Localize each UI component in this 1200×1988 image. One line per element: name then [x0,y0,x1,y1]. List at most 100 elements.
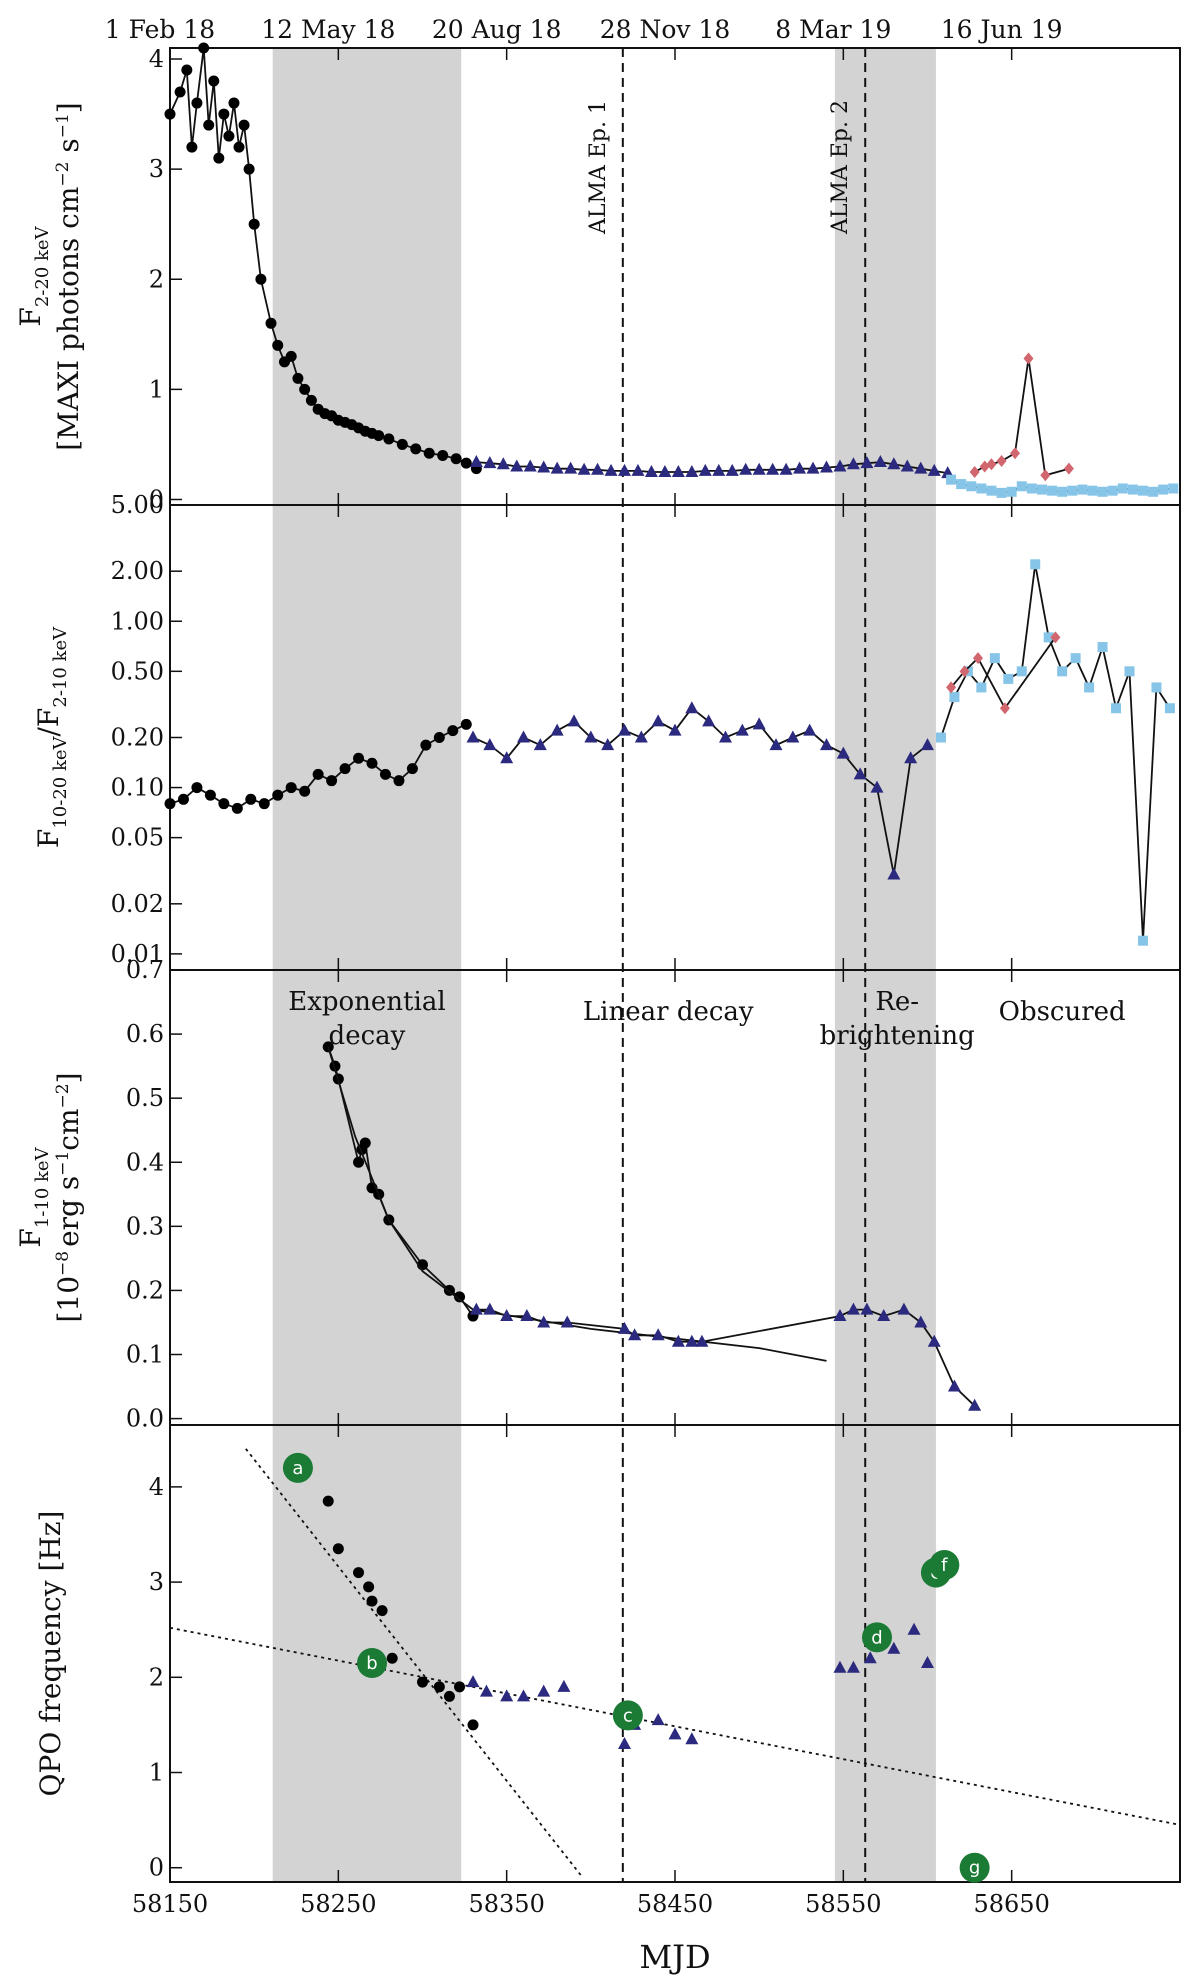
p1-ytick-4: 4 [149,45,164,73]
panel-2-triangles-point-19 [947,1379,961,1392]
panel-2-triangles-point-9 [671,1334,685,1347]
p2-ytick-7: 2.00 [111,557,164,585]
panel-0-triangles-point-28 [846,457,860,470]
x-tick-3: 58450 [637,1890,713,1918]
p2-ytick-2: 0.05 [111,824,164,852]
panel-0-squares-point-6 [1006,486,1017,497]
panel-2-triangles-point-20 [968,1398,982,1411]
p1-sup-a: −2 [53,162,73,187]
panel-0-diamonds-point-4 [1010,447,1021,460]
top-date-0: 1 Feb 18 [105,15,215,44]
panel-1-squares-point-13 [1111,703,1122,714]
panel-0-triangles-point-16 [685,464,699,477]
panel-1-black-point-6 [245,793,257,805]
panel-2-black-point-11 [454,1291,466,1303]
panel-0-diamonds-point-6 [1040,469,1051,482]
panel-0-black-point-40 [460,457,472,469]
panel-0-squares-point-8 [1026,483,1037,494]
panel-1-triangles-point-26 [904,751,918,764]
panel-1-black-point-21 [447,725,459,737]
panel-0-squares-point-5 [996,487,1007,498]
p4-ytick-4: 4 [149,1473,164,1501]
panel-2-black-point-1 [329,1060,341,1072]
panel-0-squares-point-2 [966,481,977,492]
panel-1-black-point-0 [164,798,176,810]
panel-1-triangles-point-0 [466,730,480,743]
panel-3-black-point-4 [366,1595,378,1607]
panel-3-triangles-point-11 [833,1660,847,1673]
panel-3-black-point-0 [322,1495,334,1507]
panel-0-black-point-33 [373,430,385,442]
panel-0-squares-point-12 [1067,485,1078,496]
panel-1-triangles-point-21 [820,738,833,751]
panel-2-triangles-point-3 [520,1309,534,1322]
p1-sup-b: −1 [53,113,73,138]
p2-ylabel: F10-20 keV/F2-10 keV [32,626,71,848]
panel-2-triangles-point-15 [877,1309,891,1322]
qpo-marker-label-b: b [366,1653,377,1674]
panel-2-triangles-point-11 [695,1334,709,1347]
p2-ytick-3: 0.10 [111,774,164,802]
panel-1-triangles-point-1 [483,738,497,751]
panel-0-black-point-12 [233,141,245,153]
phase-obscured: Obscured [999,997,1126,1027]
panel-0-triangles-point-8 [577,462,591,475]
panel-2-triangles-point-4 [537,1315,551,1328]
p2-ytick-1: 0.02 [111,890,164,918]
panel-0-black-point-20 [285,350,297,362]
panel-1-black-point-10 [299,785,311,797]
top-date-5: 16 Jun 19 [941,15,1063,44]
panel-0-black-point-16 [255,273,267,285]
panel-0-squares-point-18 [1127,484,1138,495]
panel-0-diamonds-point-3 [996,454,1007,467]
p3-ylabel-main: F [14,1228,47,1247]
panel-0-triangles-point-27 [833,459,847,472]
panel-3-triangles-point-9 [668,1727,682,1740]
phase-brightening: brightening [820,1021,975,1051]
panel-0-black-point-23 [305,394,317,406]
panel-1-triangles-point-5 [550,723,564,736]
p2-ylabel-sub2: 2-10 keV [50,626,71,708]
p2-ytick-4: 0.20 [111,724,164,752]
panel-1-black-point-14 [353,752,365,764]
panel-0-black-point-8 [213,152,225,164]
panel-2-triangles-point-2 [500,1309,514,1322]
p2-ylabel-mid: /F [32,708,65,737]
panel-0-black-point-17 [265,317,277,329]
panel-1-line-squares [940,564,1171,941]
p1-close: ] [52,102,85,113]
p1-ylabel-main: F [14,307,47,326]
panel-2-triangles-point-14 [860,1302,874,1315]
p1-ylabel: F2-20 keV [14,225,53,326]
p3-ylabel-2b: erg s [52,1176,85,1247]
panel-0-squares-point-17 [1117,483,1128,494]
panel-2-black-point-5 [359,1137,371,1149]
shaded-region-1 [834,48,936,1882]
panel-1-diamonds-point-3 [999,702,1010,715]
x-tick-0: 58150 [132,1890,208,1918]
panel-1-triangles-point-27 [921,738,934,751]
panel-2-triangles-point-6 [618,1321,631,1334]
panel-2-triangles-point-16 [897,1302,911,1315]
panel-0-triangles-point-15 [671,464,685,477]
panel-1-black-point-12 [326,775,338,787]
p3-close: ] [52,1072,85,1083]
panel-2-triangles-point-10 [685,1334,699,1347]
panel-3-triangles-point-12 [846,1660,860,1673]
p3-sup-c: −2 [53,1083,73,1108]
p2-ytick-6: 1.00 [111,607,164,635]
phase-re: Re- [875,987,919,1017]
data-series: abcdefg [164,42,1181,1883]
panel-1-squares-point-8 [1043,632,1054,643]
panel-1-diamonds-point-2 [973,652,983,665]
panel-0-black-point-13 [238,119,250,131]
panel-3-triangles-point-4 [537,1684,551,1697]
panel-0-squares-point-21 [1158,484,1169,495]
panel-3-black-point-10 [454,1681,466,1693]
panel-0-triangles-point-34 [927,463,941,476]
alma-label-1: ALMA Ep. 1 [586,100,611,235]
p3-ytick-5: 0.5 [126,1084,164,1112]
p1-ytick-1: 1 [149,375,164,403]
panel-1-diamonds-point-0 [946,681,957,694]
alma-epoch-lines [621,48,867,1882]
